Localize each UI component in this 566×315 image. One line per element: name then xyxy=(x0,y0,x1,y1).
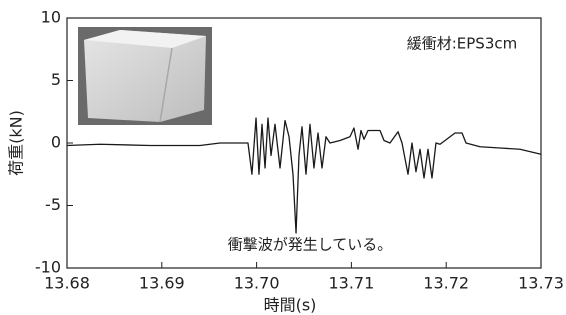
annotation: 衝撃波が発生している。 xyxy=(228,236,393,254)
x-tick-label: 13.73 xyxy=(518,274,564,293)
y-tick-label: 0 xyxy=(51,133,61,152)
x-tick-label: 13.72 xyxy=(423,274,469,293)
annotation: 緩衝材:EPS3cm xyxy=(407,35,518,53)
x-tick-label: 13.70 xyxy=(234,274,280,293)
y-axis-label: 荷重(kN) xyxy=(7,110,26,176)
chart: 緩衝材:EPS3cm 衝撃波が発生している。 時間(s) 荷重(kN) 10 5 0… xyxy=(0,0,566,315)
x-tick-label: 13.69 xyxy=(139,274,185,293)
x-tick-label: 13.68 xyxy=(44,274,90,293)
y-tick-label: 10 xyxy=(41,8,61,27)
x-axis-label: 時間(s) xyxy=(264,296,317,315)
inset-photo xyxy=(78,27,212,125)
y-tick-label: 5 xyxy=(51,70,61,89)
x-tick-label: 13.71 xyxy=(328,274,374,293)
data-line xyxy=(67,118,541,233)
y-tick-label: -5 xyxy=(45,195,61,214)
